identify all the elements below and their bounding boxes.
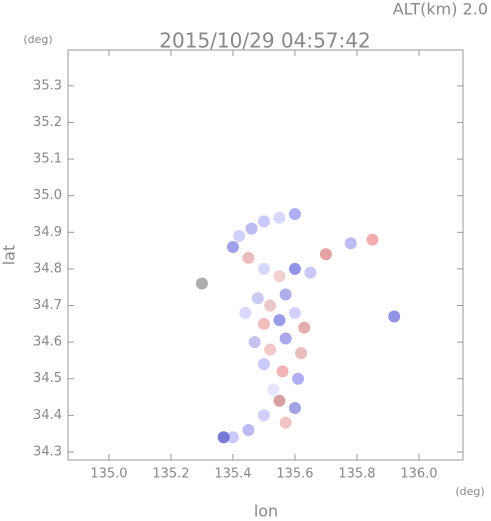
plot-frame: [67, 49, 464, 461]
y-tick-label: 34.6: [33, 335, 62, 350]
echo-point: [273, 270, 286, 283]
x-tick-label: 135.4: [214, 467, 251, 482]
echo-point: [288, 262, 301, 275]
echo-point: [264, 299, 277, 312]
echo-point: [257, 317, 270, 330]
echo-point: [388, 310, 401, 323]
echo-point: [226, 240, 239, 253]
y-tick-label: 35.1: [33, 152, 62, 167]
echo-point: [273, 314, 286, 327]
chart-title: 2015/10/29 04:57:42: [159, 29, 370, 53]
echo-point: [298, 321, 311, 334]
x-unit: (deg): [455, 485, 484, 498]
echo-point: [279, 416, 292, 429]
y-tick-label: 35.0: [33, 188, 62, 203]
y-tick-label: 34.4: [33, 408, 62, 423]
echo-point: [279, 288, 292, 301]
x-axis-label: lon: [254, 502, 278, 521]
echo-point: [195, 277, 208, 290]
echo-point: [242, 251, 255, 264]
echo-point: [288, 306, 301, 319]
echo-point: [295, 347, 308, 360]
y-tick-label: 34.8: [33, 261, 62, 276]
x-tick-label: 135.6: [276, 467, 313, 482]
x-tick-label: 135.2: [152, 467, 189, 482]
echo-point: [239, 306, 252, 319]
y-tick-label: 34.5: [33, 371, 62, 386]
echo-point: [257, 409, 270, 422]
echo-point: [292, 372, 305, 385]
altitude: ALT(km) 2.0: [393, 0, 488, 19]
echo-point: [276, 365, 289, 378]
x-tick-label: 135.0: [90, 467, 127, 482]
echo-point: [319, 248, 332, 261]
echo-point: [242, 423, 255, 436]
echo-point: [264, 343, 277, 356]
echo-point: [257, 262, 270, 275]
echo-point: [288, 402, 301, 415]
echo-point: [226, 431, 239, 444]
y-tick-label: 34.9: [33, 225, 62, 240]
echo-point: [273, 211, 286, 224]
echo-point: [304, 266, 317, 279]
echo-point: [248, 336, 261, 349]
x-tick-label: 136.0: [400, 467, 437, 482]
echo-point: [233, 229, 246, 242]
echo-point: [217, 431, 230, 444]
echo-point: [267, 383, 280, 396]
echo-point: [251, 292, 264, 305]
echo-point: [288, 208, 301, 220]
y-unit: (deg): [23, 33, 52, 46]
x-tick-label: 135.8: [338, 467, 375, 482]
y-tick-label: 34.7: [33, 298, 62, 313]
echo-point: [366, 233, 379, 246]
echo-point: [257, 358, 270, 371]
y-tick-label: 35.3: [33, 78, 62, 93]
echo-point: [273, 394, 286, 407]
echo-point: [279, 332, 292, 345]
echo-point: [257, 215, 270, 228]
y-axis-label: lat: [0, 245, 19, 266]
echo-point: [344, 237, 357, 250]
echo-point: [245, 222, 258, 235]
y-tick-label: 34.3: [33, 444, 62, 459]
y-tick-label: 35.2: [33, 115, 62, 130]
